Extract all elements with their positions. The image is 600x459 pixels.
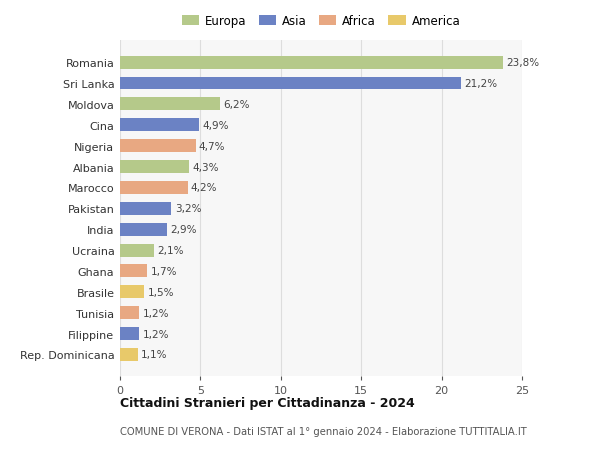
Text: 1,7%: 1,7% (151, 266, 177, 276)
Bar (120, 223, 167, 236)
Text: Cittadini Stranieri per Cittadinanza - 2024: Cittadini Stranieri per Cittadinanza - 2… (120, 396, 415, 409)
Text: 2,1%: 2,1% (157, 246, 184, 256)
Legend: Europa, Asia, Africa, America: Europa, Asia, Africa, America (177, 11, 465, 33)
Text: 4,2%: 4,2% (191, 183, 217, 193)
Text: 21,2%: 21,2% (464, 79, 497, 89)
Bar (120, 119, 199, 132)
Bar (120, 285, 144, 299)
Text: 4,9%: 4,9% (202, 121, 229, 130)
Bar (120, 202, 172, 215)
Text: 4,7%: 4,7% (199, 141, 225, 151)
Text: 6,2%: 6,2% (223, 100, 250, 110)
Text: 1,2%: 1,2% (143, 329, 169, 339)
Bar (120, 307, 139, 319)
Bar (120, 98, 220, 111)
Text: COMUNE DI VERONA - Dati ISTAT al 1° gennaio 2024 - Elaborazione TUTTITALIA.IT: COMUNE DI VERONA - Dati ISTAT al 1° genn… (120, 426, 527, 436)
Bar (120, 78, 461, 90)
Bar (120, 244, 154, 257)
Text: 23,8%: 23,8% (506, 58, 539, 68)
Bar (120, 265, 148, 278)
Bar (120, 182, 188, 195)
Bar (120, 327, 139, 340)
Text: 1,5%: 1,5% (148, 287, 174, 297)
Text: 3,2%: 3,2% (175, 204, 201, 214)
Bar (120, 348, 137, 361)
Text: 2,9%: 2,9% (170, 225, 196, 235)
Bar (120, 161, 189, 174)
Text: 4,3%: 4,3% (193, 162, 219, 172)
Bar (120, 140, 196, 153)
Bar (120, 56, 503, 69)
Text: 1,2%: 1,2% (143, 308, 169, 318)
Text: 1,1%: 1,1% (141, 350, 167, 360)
